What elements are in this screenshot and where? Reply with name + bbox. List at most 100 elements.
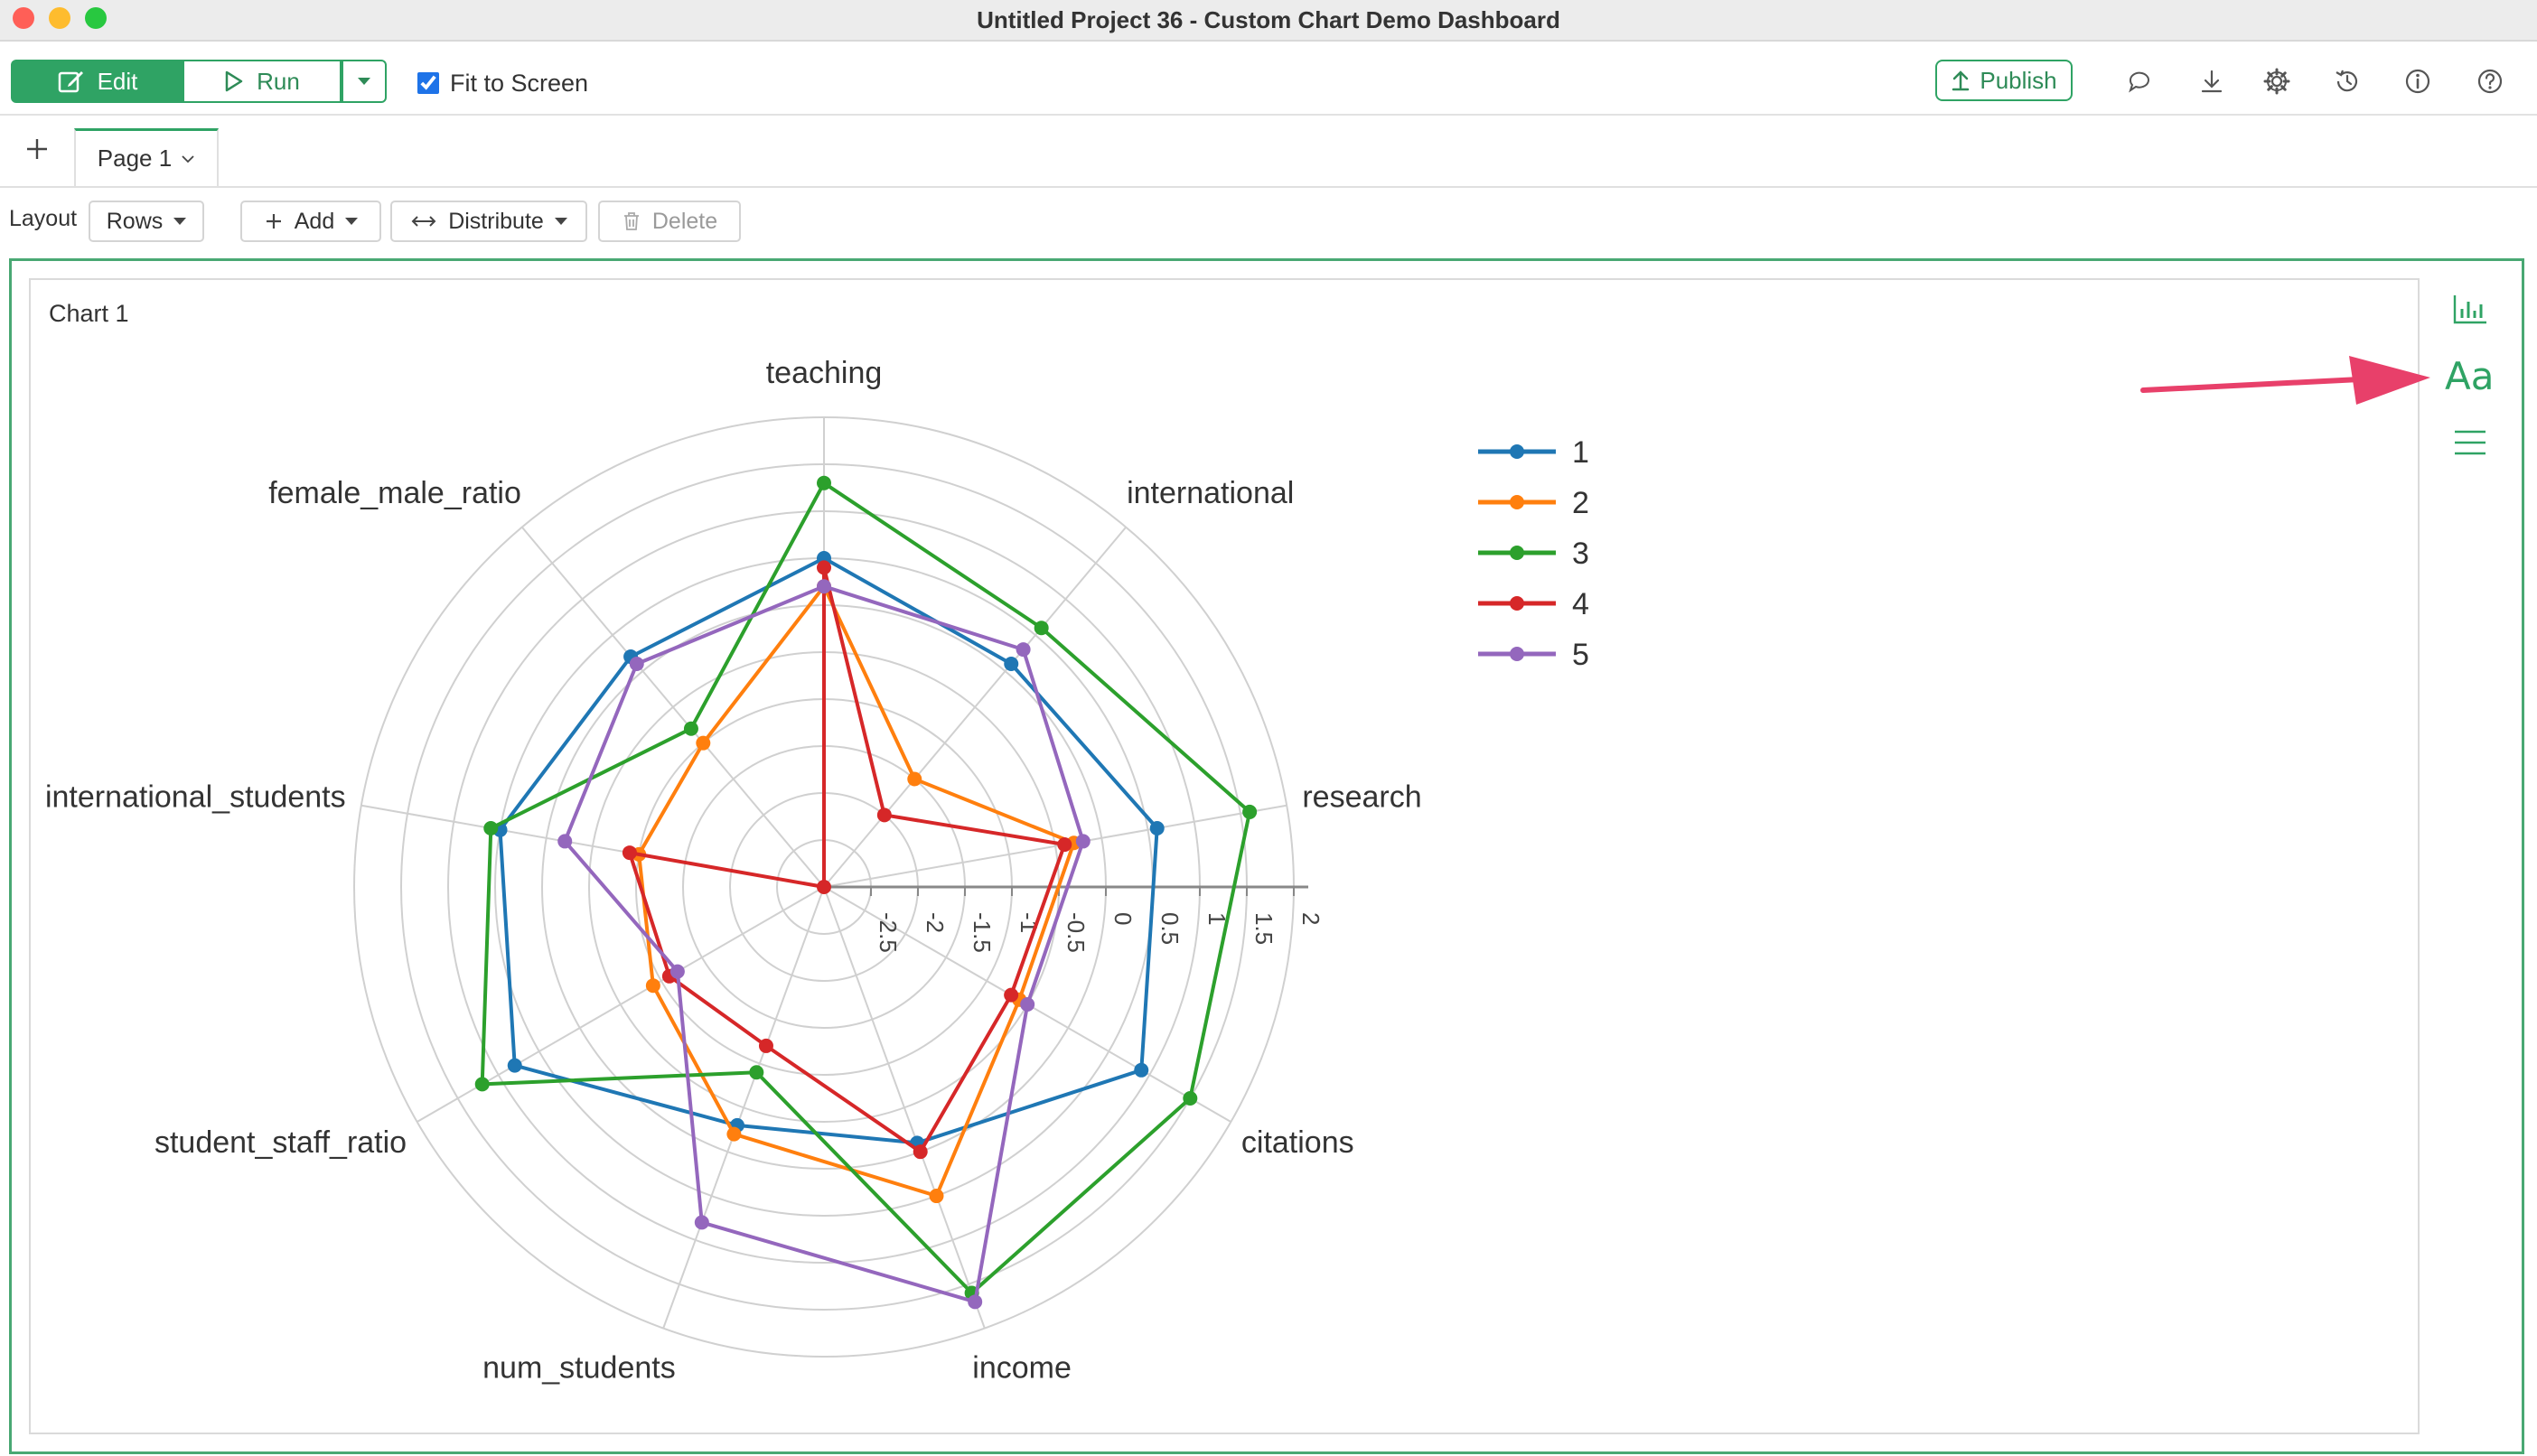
data-point[interactable] — [1149, 820, 1165, 835]
data-point[interactable] — [683, 721, 698, 736]
chart-panel[interactable] — [29, 278, 2420, 1434]
plus-icon — [27, 139, 47, 159]
layout-label: Layout — [9, 206, 78, 231]
tab-page-1-label: Page 1 — [97, 145, 173, 172]
data-point[interactable] — [726, 1126, 742, 1142]
axis-label-female-male-ratio: female_male_ratio — [268, 476, 521, 510]
legend-entry-4[interactable]: 4 — [1572, 587, 1589, 621]
data-point[interactable] — [817, 475, 831, 490]
distribute-button[interactable]: Distribute — [390, 201, 587, 242]
minimize-window-button[interactable] — [49, 7, 70, 29]
data-point[interactable] — [1183, 1091, 1198, 1106]
series-line-2 — [637, 584, 1076, 1198]
data-point[interactable] — [817, 880, 831, 894]
data-point[interactable] — [1057, 837, 1072, 853]
comment-icon[interactable] — [2121, 63, 2158, 99]
delete-button[interactable]: Delete — [598, 201, 741, 242]
data-point[interactable] — [817, 560, 831, 575]
data-point[interactable] — [876, 807, 892, 823]
info-icon[interactable] — [2400, 63, 2436, 99]
data-point[interactable] — [907, 771, 922, 787]
data-point[interactable] — [1075, 834, 1091, 849]
run-dropdown-button[interactable] — [342, 60, 387, 103]
axis-label-teaching: teaching — [766, 356, 883, 390]
data-point[interactable] — [1004, 987, 1019, 1003]
menu-icon[interactable] — [2452, 425, 2488, 461]
legend-entry-5[interactable]: 5 — [1572, 638, 1589, 672]
data-point[interactable] — [1242, 804, 1258, 819]
play-icon — [225, 70, 243, 92]
series-line-5 — [563, 584, 1085, 1304]
legend-marker — [1510, 596, 1524, 611]
radial-tick-label: 1.5 — [1250, 912, 1278, 945]
bar-chart-icon[interactable] — [2452, 291, 2488, 327]
history-icon[interactable] — [2329, 63, 2365, 99]
legend-entry-3[interactable]: 3 — [1572, 537, 1589, 571]
data-point[interactable] — [758, 1038, 773, 1053]
radial-tick-label: -2.5 — [875, 912, 902, 953]
font-icon[interactable]: Aa — [2445, 354, 2495, 398]
fit-to-screen-label: Fit to Screen — [450, 69, 589, 97]
data-point[interactable] — [1016, 642, 1031, 658]
axis-label-international: international — [1127, 476, 1294, 510]
tab-page-1[interactable]: Page 1 — [74, 128, 219, 186]
axis-label-international-students: international_students — [45, 779, 346, 814]
data-point[interactable] — [1134, 1062, 1149, 1078]
download-icon[interactable] — [2194, 63, 2230, 99]
radial-tick-label: 1 — [1203, 912, 1231, 925]
angular-gridline — [520, 527, 825, 888]
add-button-label: Add — [294, 208, 335, 234]
data-point[interactable] — [622, 845, 637, 861]
help-icon[interactable] — [2472, 63, 2508, 99]
chart-title: Chart 1 — [49, 300, 129, 327]
data-point[interactable] — [483, 820, 499, 835]
fit-to-screen-checkbox[interactable] — [417, 72, 439, 94]
angular-gridline — [823, 886, 986, 1329]
trash-icon — [623, 212, 639, 230]
radial-tick-label: -1.5 — [969, 912, 996, 953]
caret-down-icon — [345, 218, 359, 225]
data-point[interactable] — [474, 1077, 490, 1092]
data-point[interactable] — [929, 1189, 944, 1204]
data-point[interactable] — [696, 735, 711, 751]
main-toolbar — [0, 42, 2537, 116]
caret-down-icon — [173, 218, 187, 225]
chevron-down-icon — [358, 78, 370, 85]
axis-label-student-staff-ratio: student_staff_ratio — [154, 1125, 407, 1160]
data-point[interactable] — [913, 1144, 928, 1160]
fit-to-screen-toggle[interactable]: Fit to Screen — [417, 65, 588, 101]
data-point[interactable] — [817, 579, 831, 594]
data-point[interactable] — [557, 834, 573, 849]
data-point[interactable] — [1004, 657, 1019, 672]
layout-rows-dropdown[interactable]: Rows — [89, 201, 204, 242]
radial-tick-label: 2 — [1297, 912, 1325, 925]
add-page-button[interactable] — [22, 134, 52, 164]
data-point[interactable] — [507, 1058, 522, 1073]
add-button[interactable]: Add — [240, 201, 381, 242]
edit-button[interactable]: Edit — [11, 60, 184, 103]
data-point[interactable] — [1020, 997, 1035, 1012]
window-title: Untitled Project 36 - Custom Chart Demo … — [977, 6, 1560, 33]
edit-icon — [58, 71, 83, 93]
run-button[interactable]: Run — [184, 60, 342, 103]
legend-marker — [1510, 444, 1524, 459]
data-point[interactable] — [645, 978, 660, 994]
data-point[interactable] — [968, 1294, 983, 1310]
edit-button-label: Edit — [97, 67, 138, 95]
data-point[interactable] — [669, 964, 685, 979]
maximize-window-button[interactable] — [85, 7, 107, 29]
legend-marker — [1510, 647, 1524, 661]
dashboard-canvas — [9, 258, 2524, 1454]
page-tabs-bar — [0, 116, 2537, 188]
publish-button[interactable]: Publish — [1935, 60, 2073, 101]
data-point[interactable] — [749, 1065, 764, 1080]
delete-button-label: Delete — [651, 208, 718, 234]
data-point[interactable] — [694, 1215, 709, 1230]
gear-icon[interactable] — [2259, 63, 2295, 99]
legend-entry-2[interactable]: 2 — [1572, 486, 1589, 520]
data-point[interactable] — [1034, 621, 1049, 636]
close-window-button[interactable] — [13, 7, 34, 29]
legend-entry-1[interactable]: 1 — [1572, 435, 1589, 470]
data-point[interactable] — [629, 657, 644, 672]
